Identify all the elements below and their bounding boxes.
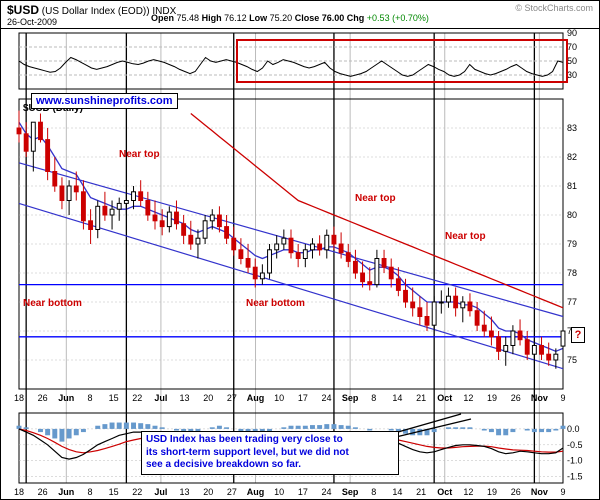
svg-text:26: 26 — [38, 487, 48, 497]
svg-text:-1.0: -1.0 — [567, 456, 583, 466]
url-annotation: www.sunshineprofits.com — [31, 93, 178, 109]
svg-text:14: 14 — [392, 487, 402, 497]
svg-text:17: 17 — [298, 393, 308, 403]
svg-text:10: 10 — [274, 393, 284, 403]
svg-text:24: 24 — [321, 487, 331, 497]
svg-text:75: 75 — [567, 355, 577, 365]
svg-text:9: 9 — [560, 393, 565, 403]
svg-text:Jul: Jul — [154, 487, 167, 497]
svg-text:15: 15 — [109, 487, 119, 497]
near-bottom-2: Near bottom — [246, 298, 305, 309]
svg-text:17: 17 — [298, 487, 308, 497]
close-value: 76.00 — [322, 13, 345, 23]
svg-text:9: 9 — [560, 487, 565, 497]
ohlc-summary: Open 75.48 High 76.12 Low 75.20 Close 76… — [151, 13, 429, 23]
svg-text:8: 8 — [87, 487, 92, 497]
rsi-highlight-box — [236, 39, 568, 83]
svg-text:83: 83 — [567, 123, 577, 133]
commentary-line-3: see a decisive breakdown so far. — [146, 459, 301, 470]
svg-text:21: 21 — [416, 393, 426, 403]
svg-text:13: 13 — [180, 487, 190, 497]
svg-text:Oct: Oct — [437, 487, 452, 497]
plot-area: 30507090757677787980818283$USD (Daily)18… — [1, 29, 599, 499]
svg-text:-1.5: -1.5 — [567, 472, 583, 482]
question-annotation: ? — [571, 327, 585, 343]
svg-text:19: 19 — [487, 393, 497, 403]
svg-text:12: 12 — [463, 487, 473, 497]
svg-text:26: 26 — [511, 393, 521, 403]
svg-text:Jul: Jul — [154, 393, 167, 403]
commentary-line-1: USD Index has been trading very close to — [146, 434, 343, 445]
near-top-1: Near top — [119, 149, 160, 160]
high-value: 76.12 — [224, 13, 247, 23]
near-bottom-1: Near bottom — [23, 298, 82, 309]
watermark: © StockCharts.com — [515, 3, 593, 13]
svg-text:82: 82 — [567, 152, 577, 162]
svg-text:12: 12 — [463, 393, 473, 403]
svg-text:22: 22 — [132, 393, 142, 403]
svg-text:18: 18 — [14, 487, 24, 497]
svg-text:19: 19 — [487, 487, 497, 497]
chg-label: Chg — [347, 13, 365, 23]
svg-text:50: 50 — [567, 56, 577, 66]
open-label: Open — [151, 13, 174, 23]
svg-text:Nov: Nov — [531, 487, 548, 497]
svg-text:Oct: Oct — [437, 393, 452, 403]
chg-value: +0.53 (+0.70%) — [367, 13, 429, 23]
svg-text:Nov: Nov — [531, 393, 548, 403]
svg-text:79: 79 — [567, 239, 577, 249]
svg-text:26: 26 — [38, 393, 48, 403]
svg-text:81: 81 — [567, 181, 577, 191]
close-label: Close — [295, 13, 320, 23]
ticker-symbol: $USD — [7, 3, 39, 17]
svg-text:8: 8 — [371, 487, 376, 497]
open-value: 75.48 — [177, 13, 200, 23]
svg-text:Sep: Sep — [342, 393, 359, 403]
svg-text:Jun: Jun — [58, 393, 74, 403]
svg-text:24: 24 — [321, 393, 331, 403]
svg-text:10: 10 — [274, 487, 284, 497]
chart-header: $USD (US Dollar Index (EOD)) INDX © Stoc… — [1, 1, 599, 29]
svg-text:21: 21 — [416, 487, 426, 497]
svg-text:-0.5: -0.5 — [567, 440, 583, 450]
svg-text:80: 80 — [567, 210, 577, 220]
svg-text:Aug: Aug — [247, 393, 265, 403]
svg-text:Aug: Aug — [247, 487, 265, 497]
high-label: High — [202, 13, 222, 23]
svg-text:15: 15 — [109, 393, 119, 403]
svg-text:27: 27 — [227, 487, 237, 497]
svg-text:14: 14 — [392, 393, 402, 403]
svg-text:0.0: 0.0 — [567, 424, 580, 434]
chart-date: 26-Oct-2009 — [7, 17, 57, 27]
commentary-line-2: its short-term support level, but we did… — [146, 447, 349, 458]
svg-text:26: 26 — [511, 487, 521, 497]
svg-text:8: 8 — [87, 393, 92, 403]
near-top-3: Near top — [445, 231, 486, 242]
svg-text:22: 22 — [132, 487, 142, 497]
svg-text:18: 18 — [14, 393, 24, 403]
svg-text:70: 70 — [567, 42, 577, 52]
svg-text:Jun: Jun — [58, 487, 74, 497]
svg-text:8: 8 — [371, 393, 376, 403]
commentary-box: USD Index has been trading very close to… — [141, 431, 399, 475]
svg-text:20: 20 — [203, 393, 213, 403]
chart-container: $USD (US Dollar Index (EOD)) INDX © Stoc… — [0, 0, 600, 500]
svg-text:90: 90 — [567, 29, 577, 38]
near-top-2: Near top — [355, 193, 396, 204]
svg-text:30: 30 — [567, 70, 577, 80]
svg-text:78: 78 — [567, 268, 577, 278]
svg-text:13: 13 — [180, 393, 190, 403]
low-label: Low — [249, 13, 267, 23]
svg-text:27: 27 — [227, 393, 237, 403]
svg-text:20: 20 — [203, 487, 213, 497]
svg-text:Sep: Sep — [342, 487, 359, 497]
low-value: 75.20 — [270, 13, 293, 23]
svg-text:77: 77 — [567, 297, 577, 307]
